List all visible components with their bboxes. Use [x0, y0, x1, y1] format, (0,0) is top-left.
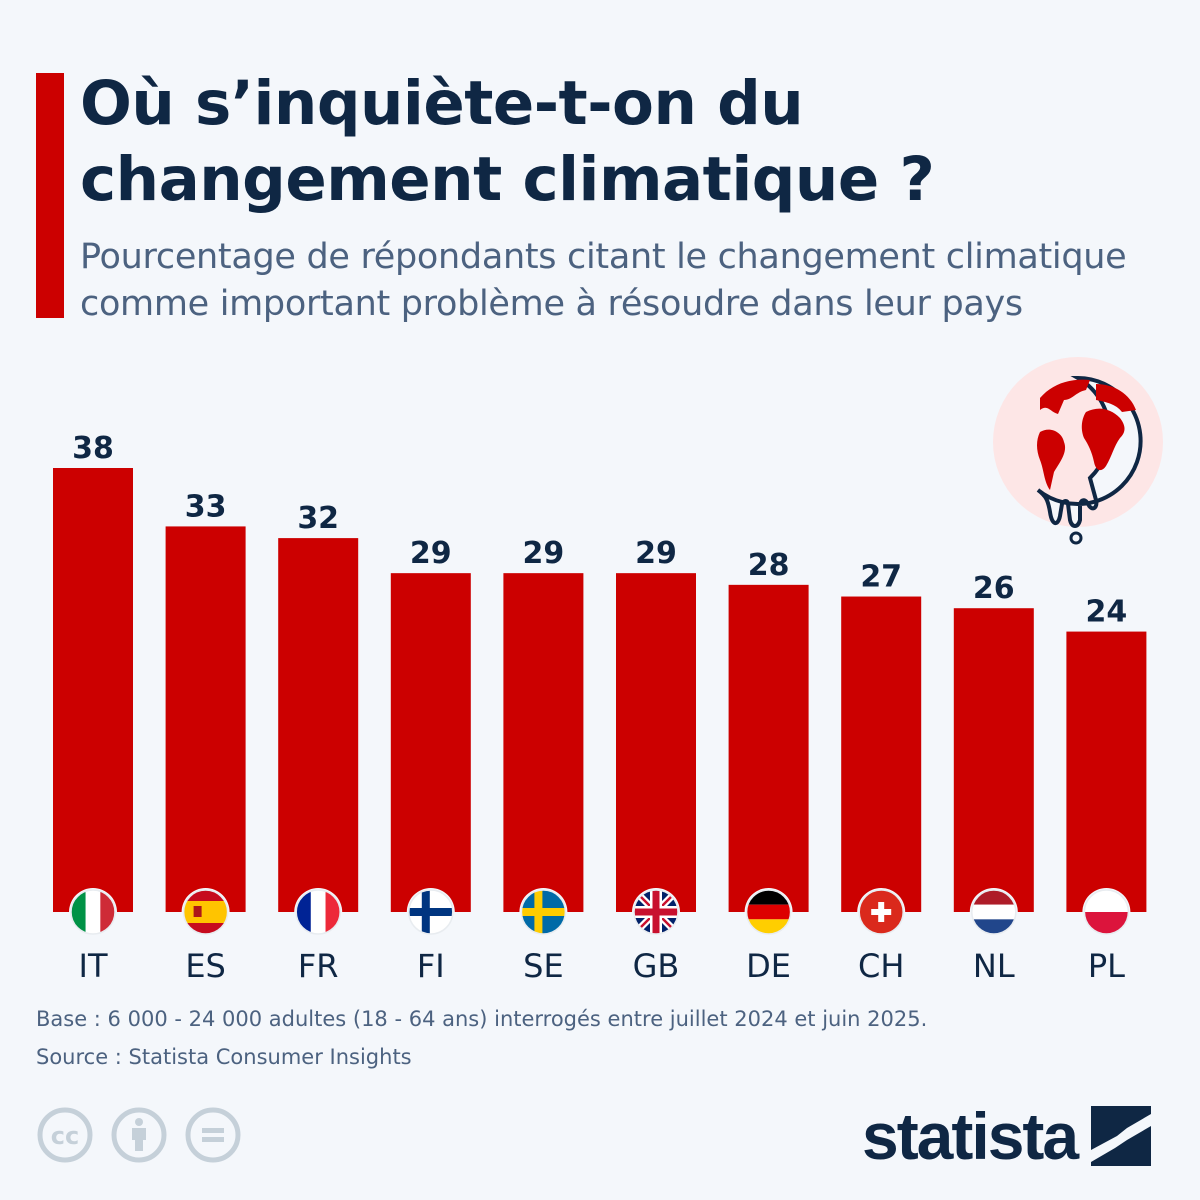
bar-ES: [165, 526, 246, 912]
bar-NL: [953, 608, 1034, 912]
bar-SE: [503, 573, 584, 912]
data-label-FR: 32: [297, 501, 339, 536]
data-label-NL: 26: [973, 571, 1015, 606]
base-note: Base : 6 000 - 24 000 adultes (18 - 64 a…: [36, 1007, 928, 1031]
category-label-SE: SE: [523, 947, 564, 985]
category-label-DE: DE: [746, 947, 791, 985]
source-note: Source : Statista Consumer Insights: [36, 1045, 412, 1069]
data-label-CH: 27: [860, 560, 902, 595]
category-label-ES: ES: [185, 947, 226, 985]
flag-switzerland-icon: [859, 890, 904, 934]
flag-sweden-icon: [521, 890, 566, 934]
accent-bar: [36, 73, 64, 318]
data-label-GB: 29: [635, 536, 677, 571]
chart-notes: Base : 6 000 - 24 000 adultes (18 - 64 a…: [36, 1000, 927, 1076]
category-label-PL: PL: [1088, 947, 1125, 985]
bar-FR: [278, 538, 359, 912]
bar-chart: 38 IT 33 ES 32 FR 29 FI 29 SE 29 GB 28 DE 27 CH 26 NL 24 PL: [53, 357, 1163, 985]
attribution-icon[interactable]: [110, 1106, 168, 1164]
data-label-ES: 33: [185, 489, 227, 524]
flag-spain-icon: [183, 890, 228, 934]
category-label-FR: FR: [298, 947, 339, 985]
bar-DE: [728, 584, 809, 912]
category-label-IT: IT: [79, 947, 108, 985]
data-label-DE: 28: [748, 548, 790, 583]
melting-globe-icon: [993, 357, 1163, 545]
bar-IT: [53, 468, 133, 912]
category-label-GB: GB: [633, 947, 680, 985]
flag-uk-icon: [634, 890, 678, 934]
svg-text:cc: cc: [51, 1122, 79, 1150]
data-label-FI: 29: [410, 536, 452, 571]
bar-GB: [616, 573, 696, 912]
statista-logo-icon: [1091, 1106, 1152, 1166]
category-label-NL: NL: [973, 947, 1015, 985]
flag-finland-icon: [408, 890, 453, 934]
bar-PL: [1066, 631, 1147, 912]
brand-name: statista: [862, 1099, 1079, 1173]
no-derivatives-icon[interactable]: [184, 1106, 242, 1164]
chart-subtitle: Pourcentage de répondants citant le chan…: [80, 237, 1127, 324]
statista-logo[interactable]: statista: [862, 1098, 1152, 1174]
category-label-CH: CH: [858, 947, 904, 985]
cc-icon[interactable]: cc: [36, 1106, 94, 1164]
chart-title: Où s’inquiète-t-on du changement climati…: [80, 68, 935, 215]
data-label-IT: 38: [72, 431, 114, 466]
data-label-PL: 24: [1086, 595, 1128, 630]
data-label-SE: 29: [523, 536, 565, 571]
bar-CH: [841, 596, 922, 912]
bar-FI: [390, 573, 471, 912]
flag-poland-icon: [1084, 890, 1129, 934]
category-label-FI: FI: [417, 947, 445, 985]
license-icons: cc: [36, 1106, 242, 1164]
